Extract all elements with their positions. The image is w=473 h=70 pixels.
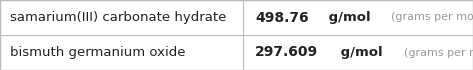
Text: g/mol: g/mol [336, 46, 383, 59]
Text: g/mol: g/mol [324, 11, 371, 24]
Text: bismuth germanium oxide: bismuth germanium oxide [10, 46, 185, 59]
Text: 498.76: 498.76 [255, 10, 308, 24]
Text: 297.609: 297.609 [255, 46, 318, 60]
Text: (grams per mole): (grams per mole) [397, 48, 473, 57]
Text: (grams per mole): (grams per mole) [385, 13, 473, 22]
Text: samarium(III) carbonate hydrate: samarium(III) carbonate hydrate [10, 11, 227, 24]
